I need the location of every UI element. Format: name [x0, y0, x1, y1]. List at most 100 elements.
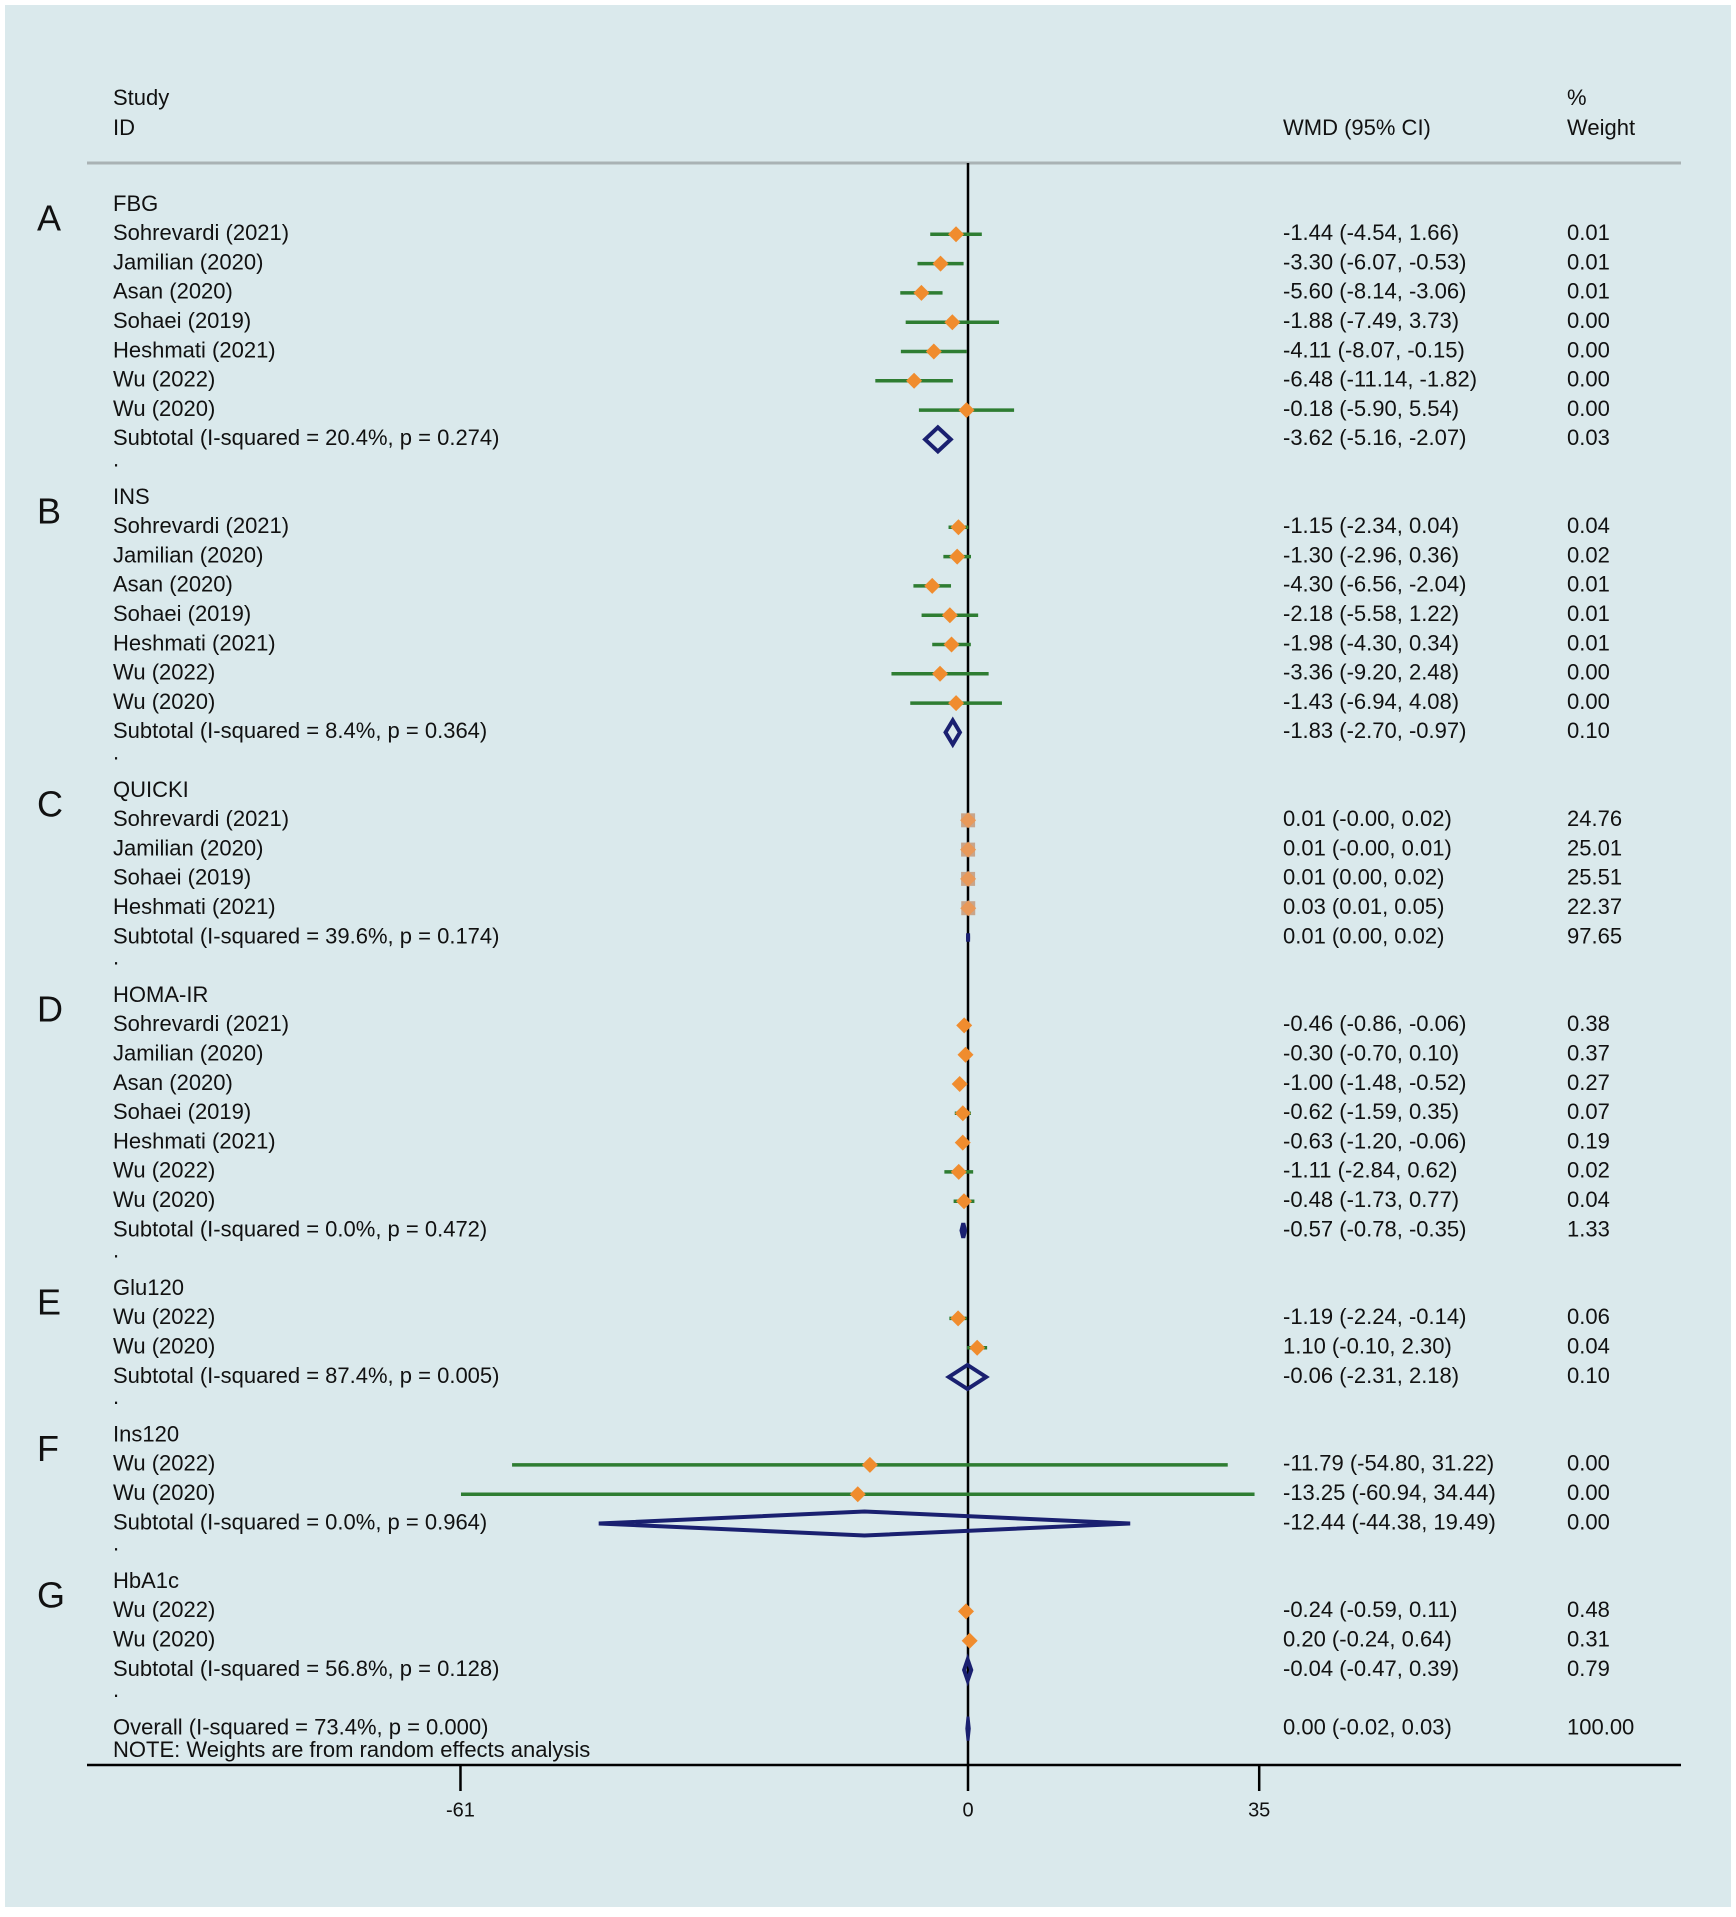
spacer-dot: . — [113, 1677, 119, 1702]
subtotal-label: Subtotal (I-squared = 87.4%, p = 0.005) — [113, 1363, 499, 1388]
point-estimate — [956, 1193, 972, 1209]
effect-ci-text: -1.98 (-4.30, 0.34) — [1283, 630, 1459, 655]
weight-text: 0.00 — [1567, 1480, 1610, 1505]
weight-text: 0.01 — [1567, 220, 1610, 245]
effect-ci-text: -0.46 (-0.86, -0.06) — [1283, 1011, 1466, 1036]
point-estimate — [962, 1633, 978, 1649]
weight-text: 25.01 — [1567, 835, 1622, 860]
group-letter: B — [37, 491, 61, 532]
weight-text: 0.48 — [1567, 1597, 1610, 1622]
study-label: Wu (2022) — [113, 660, 215, 685]
study-label: Sohrevardi (2021) — [113, 1011, 289, 1036]
weight-text: 0.00 — [1567, 1451, 1610, 1476]
weight-text: 0.00 — [1567, 367, 1610, 392]
point-estimate — [933, 256, 949, 272]
study-label: Asan (2020) — [113, 572, 233, 597]
subtotal-weight-text: 0.10 — [1567, 718, 1610, 743]
point-estimate — [862, 1457, 878, 1473]
study-label: Wu (2020) — [113, 1334, 215, 1359]
x-tick-label: 35 — [1248, 1799, 1270, 1821]
study-label: Sohrevardi (2021) — [113, 513, 289, 538]
effect-ci-text: -0.24 (-0.59, 0.11) — [1283, 1597, 1457, 1622]
header-study: Study — [113, 85, 169, 110]
weight-text: 24.76 — [1567, 806, 1622, 831]
study-label: Wu (2020) — [113, 396, 215, 421]
study-label: Wu (2022) — [113, 1304, 215, 1329]
group-name: Glu120 — [113, 1275, 184, 1300]
weight-text: 0.27 — [1567, 1070, 1610, 1095]
weight-text: 0.00 — [1567, 660, 1610, 685]
study-label: Heshmati (2021) — [113, 894, 276, 919]
study-label: Wu (2022) — [113, 1597, 215, 1622]
study-label: Wu (2022) — [113, 1451, 215, 1476]
subtotal-weight-text: 0.79 — [1567, 1656, 1610, 1681]
effect-ci-text: -11.79 (-54.80, 31.22) — [1283, 1451, 1494, 1476]
effect-ci-text: -3.30 (-6.07, -0.53) — [1283, 249, 1466, 274]
point-estimate — [952, 1076, 968, 1092]
subtotal-ci-text: -0.04 (-0.47, 0.39) — [1283, 1656, 1459, 1681]
weight-text: 0.00 — [1567, 308, 1610, 333]
point-estimate — [942, 607, 958, 623]
effect-ci-text: -0.48 (-1.73, 0.77) — [1283, 1187, 1459, 1212]
subtotal-weight-text: 0.00 — [1567, 1509, 1610, 1534]
effect-ci-text: -2.18 (-5.58, 1.22) — [1283, 601, 1459, 626]
weight-text: 0.02 — [1567, 1158, 1610, 1183]
effect-ci-text: -1.19 (-2.24, -0.14) — [1283, 1304, 1466, 1329]
point-estimate — [950, 1310, 966, 1326]
group-name: INS — [113, 484, 150, 509]
weight-text: 0.01 — [1567, 601, 1610, 626]
effect-ci-text: -1.30 (-2.96, 0.36) — [1283, 542, 1459, 567]
header-effect-label: WMD (95% CI) — [1283, 115, 1431, 140]
study-label: Jamilian (2020) — [113, 249, 263, 274]
point-estimate — [913, 285, 929, 301]
subtotal-label: Subtotal (I-squared = 20.4%, p = 0.274) — [113, 425, 499, 450]
study-label: Sohaei (2019) — [113, 601, 251, 626]
effect-ci-text: -1.88 (-7.49, 3.73) — [1283, 308, 1459, 333]
point-estimate — [932, 666, 948, 682]
study-label: Wu (2022) — [113, 1158, 215, 1183]
effect-ci-text: 1.10 (-0.10, 2.30) — [1283, 1334, 1452, 1359]
effect-ci-text: -6.48 (-11.14, -1.82) — [1283, 367, 1477, 392]
weight-text: 0.04 — [1567, 513, 1610, 538]
point-estimate — [951, 1164, 967, 1180]
point-estimate — [950, 519, 966, 535]
overall-label: Overall (I-squared = 73.4%, p = 0.000) — [113, 1714, 488, 1739]
subtotal-weight-text: 1.33 — [1567, 1216, 1610, 1241]
study-label: Sohaei (2019) — [113, 308, 251, 333]
spacer-dot: . — [113, 447, 119, 472]
effect-ci-text: -1.11 (-2.84, 0.62) — [1283, 1158, 1457, 1183]
point-estimate — [944, 637, 960, 653]
point-estimate — [958, 1603, 974, 1619]
point-estimate — [948, 695, 964, 711]
study-label: Heshmati (2021) — [113, 1128, 276, 1153]
weight-text: 0.02 — [1567, 542, 1610, 567]
effect-ci-text: -0.30 (-0.70, 0.10) — [1283, 1041, 1459, 1066]
weight-text: 0.07 — [1567, 1099, 1610, 1124]
weight-text: 0.01 — [1567, 279, 1610, 304]
effect-ci-text: 0.20 (-0.24, 0.64) — [1283, 1627, 1452, 1652]
study-label: Heshmati (2021) — [113, 337, 276, 362]
weight-text: 0.06 — [1567, 1304, 1610, 1329]
effect-ci-text: 0.03 (0.01, 0.05) — [1283, 894, 1444, 919]
subtotal-ci-text: -0.57 (-0.78, -0.35) — [1283, 1216, 1466, 1241]
subtotal-label: Subtotal (I-squared = 39.6%, p = 0.174) — [113, 923, 499, 948]
spacer-dot: . — [113, 740, 119, 765]
subtotal-weight-text: 0.10 — [1567, 1363, 1610, 1388]
header-weight-percent: % — [1567, 85, 1587, 110]
spacer-dot: . — [113, 1531, 119, 1556]
study-label: Jamilian (2020) — [113, 542, 263, 567]
effect-ci-text: -0.62 (-1.59, 0.35) — [1283, 1099, 1459, 1124]
spacer-dot: . — [113, 945, 119, 970]
point-estimate — [958, 1047, 974, 1063]
weight-text: 0.01 — [1567, 249, 1610, 274]
effect-ci-text: -0.63 (-1.20, -0.06) — [1283, 1128, 1466, 1153]
subtotal-ci-text: -1.83 (-2.70, -0.97) — [1283, 718, 1466, 743]
weight-text: 0.00 — [1567, 396, 1610, 421]
study-label: Sohrevardi (2021) — [113, 806, 289, 831]
effect-ci-text: -1.15 (-2.34, 0.04) — [1283, 513, 1459, 538]
point-estimate — [948, 226, 964, 242]
group-letter: A — [37, 198, 61, 239]
group-letter: E — [37, 1282, 61, 1323]
